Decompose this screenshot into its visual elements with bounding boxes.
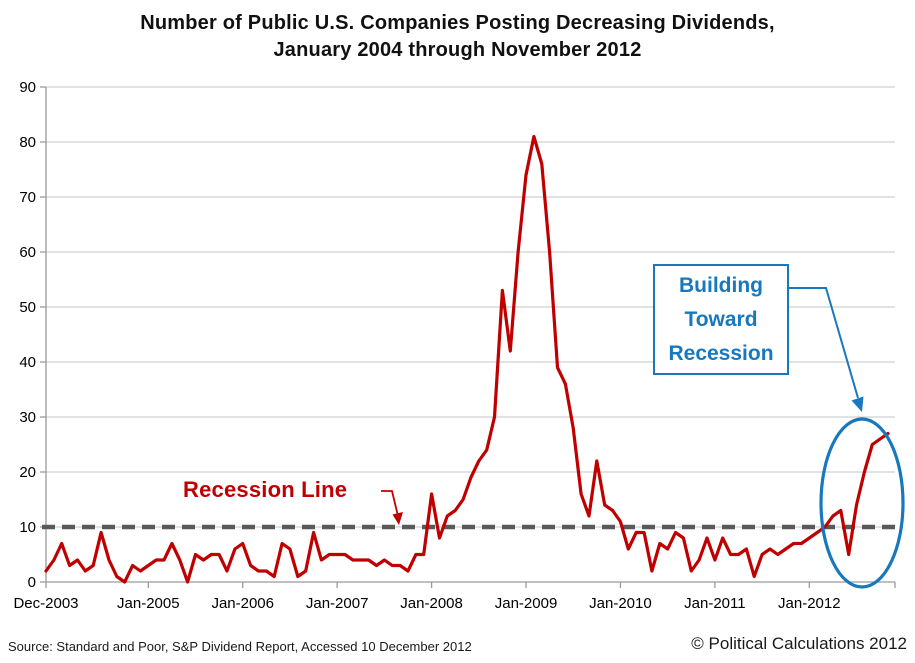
y-tick-label: 0 [28,574,36,591]
y-tick-label: 80 [19,134,36,151]
chart-title: Number of Public U.S. Companies Posting … [0,10,915,64]
series-line [44,134,890,584]
y-tick-label: 40 [19,354,36,371]
callout-line3: Recession [668,341,774,365]
y-tick-label: 60 [19,244,36,261]
building-recession-ellipse [819,417,905,589]
recession-line-label: Recession Line [183,477,348,502]
x-tick-label: Dec-2003 [13,595,78,612]
building-toward-recession-callout: Building Toward Recession [653,264,789,375]
x-tick-label: Jan-2007 [306,595,369,612]
y-tick-label: 90 [19,79,36,96]
y-tick-label: 20 [19,464,36,481]
source-note: Source: Standard and Poor, S&P Dividend … [8,639,472,654]
callout-line1: Building [679,273,763,297]
y-tick-label: 30 [19,409,36,426]
y-tick-label: 50 [19,299,36,316]
x-tick-label: Jan-2005 [117,595,180,612]
chart-title-line1: Number of Public U.S. Companies Posting … [140,12,775,34]
y-tick-label: 10 [19,519,36,536]
copyright-note: © Political Calculations 2012 [691,634,907,653]
x-tick-label: Jan-2012 [778,595,841,612]
chart-title-line2: January 2004 through November 2012 [273,39,642,61]
x-tick-label: Jan-2011 [684,595,745,612]
recession-label-arrowhead [392,512,403,525]
x-tick-label: Jan-2010 [589,595,652,612]
x-tick-label: Jan-2008 [400,595,463,612]
y-tick-label: 70 [19,189,36,206]
callout-connector [786,287,859,399]
callout-arrowhead [851,396,864,412]
recession-label-arrow [381,490,399,517]
x-tick-label: Jan-2009 [495,595,558,612]
x-tick-label: Jan-2006 [211,595,274,612]
callout-line2: Toward [684,307,758,331]
